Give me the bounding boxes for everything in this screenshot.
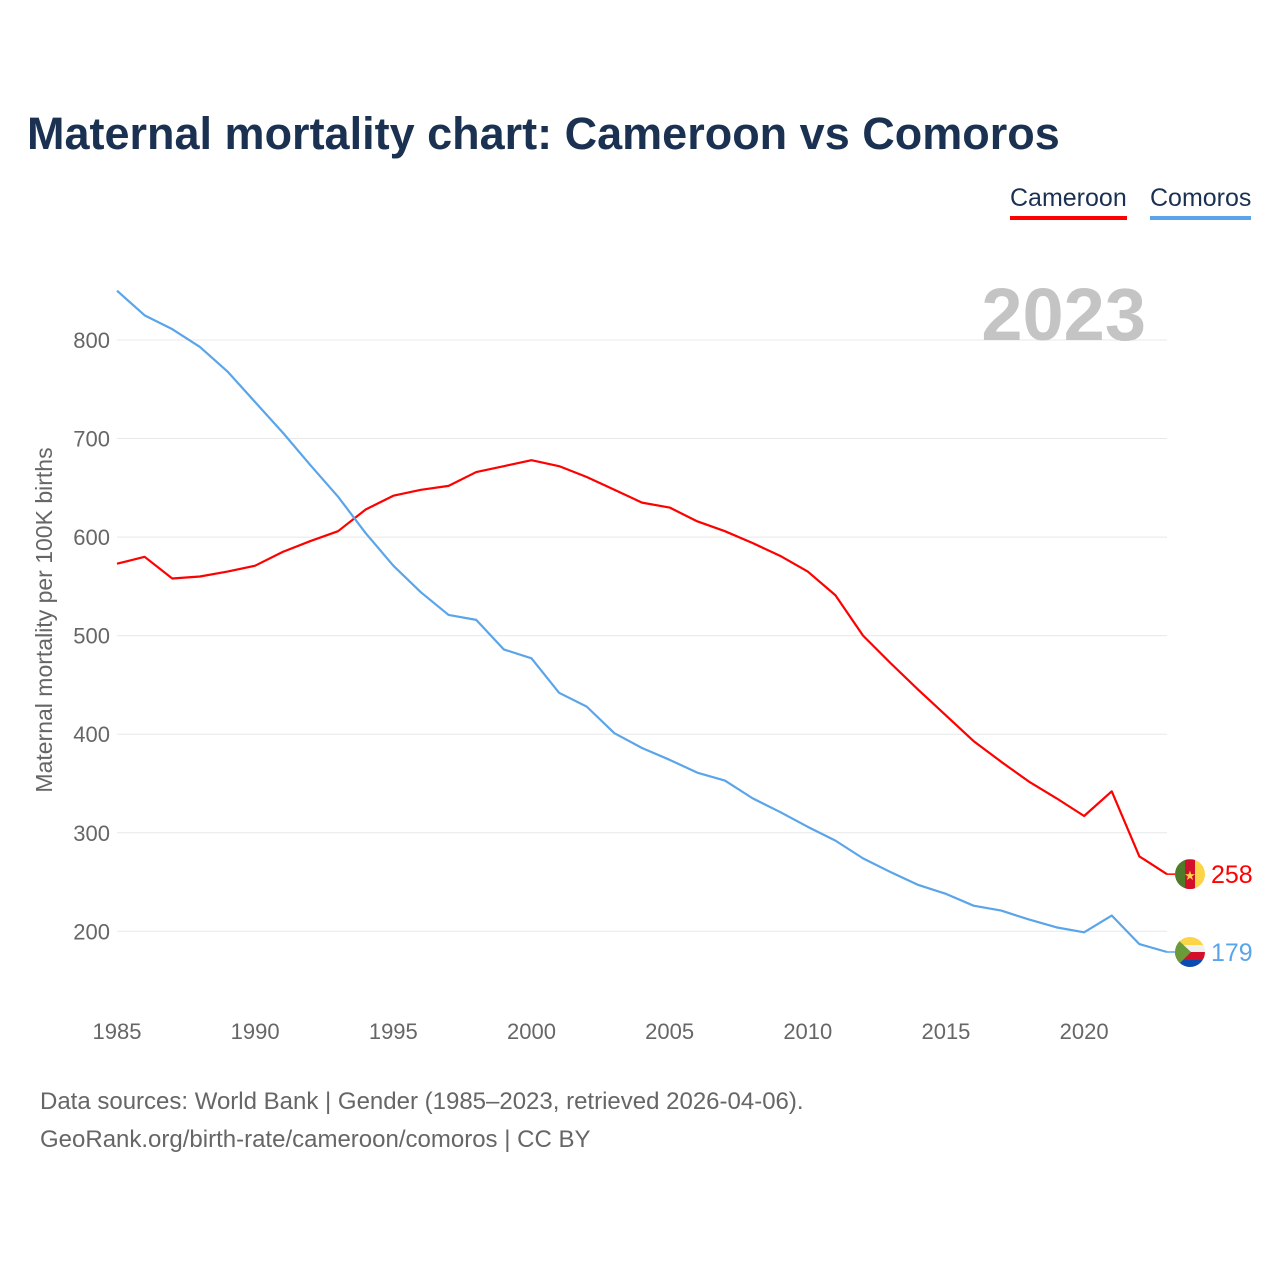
legend-item-cameroon[interactable]: Cameroon (1010, 184, 1127, 220)
x-tick-label: 2015 (921, 1019, 970, 1044)
svg-text:★: ★ (1184, 868, 1196, 883)
y-tick-label: 700 (73, 427, 110, 452)
cameroon-end-value: 258 (1211, 861, 1253, 889)
y-tick-label: 200 (73, 919, 110, 944)
x-tick-label: 2010 (783, 1019, 832, 1044)
comoros-end-value: 179 (1211, 939, 1253, 967)
footer-source: Data sources: World Bank | Gender (1985–… (40, 1088, 804, 1115)
y-tick-label: 300 (73, 821, 110, 846)
y-tick-label: 500 (73, 624, 110, 649)
x-tick-label: 2020 (1060, 1019, 1109, 1044)
x-tick-label: 2005 (645, 1019, 694, 1044)
x-tick-label: 1995 (369, 1019, 418, 1044)
cameroon-flag-icon: ★ (1175, 859, 1205, 890)
x-tick-label: 1985 (93, 1019, 142, 1044)
y-tick-label: 600 (73, 525, 110, 550)
comoros-flag-icon (1175, 936, 1205, 967)
y-tick-label: 800 (73, 328, 110, 353)
x-tick-label: 1990 (231, 1019, 280, 1044)
y-tick-label: 400 (73, 722, 110, 747)
year-label: 2023 (981, 273, 1146, 356)
footer-link[interactable]: GeoRank.org/birth-rate/cameroon/comoros … (40, 1126, 591, 1153)
series-line-cameroon (116, 459, 1168, 876)
series-line-comoros (116, 289, 1168, 954)
x-tick-label: 2000 (507, 1019, 556, 1044)
legend-item-comoros[interactable]: Comoros (1150, 184, 1252, 220)
chart-title: Maternal mortality chart: Cameroon vs Co… (27, 108, 1060, 159)
y-axis-label: Maternal mortality per 100K births (31, 447, 57, 792)
